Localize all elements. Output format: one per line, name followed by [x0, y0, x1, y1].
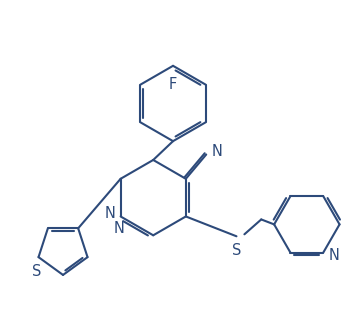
Text: F: F — [169, 77, 177, 92]
Text: N: N — [328, 248, 339, 263]
Text: N: N — [105, 206, 116, 221]
Text: N: N — [113, 221, 124, 236]
Text: S: S — [232, 243, 241, 258]
Text: S: S — [32, 264, 41, 279]
Text: N: N — [211, 144, 222, 159]
